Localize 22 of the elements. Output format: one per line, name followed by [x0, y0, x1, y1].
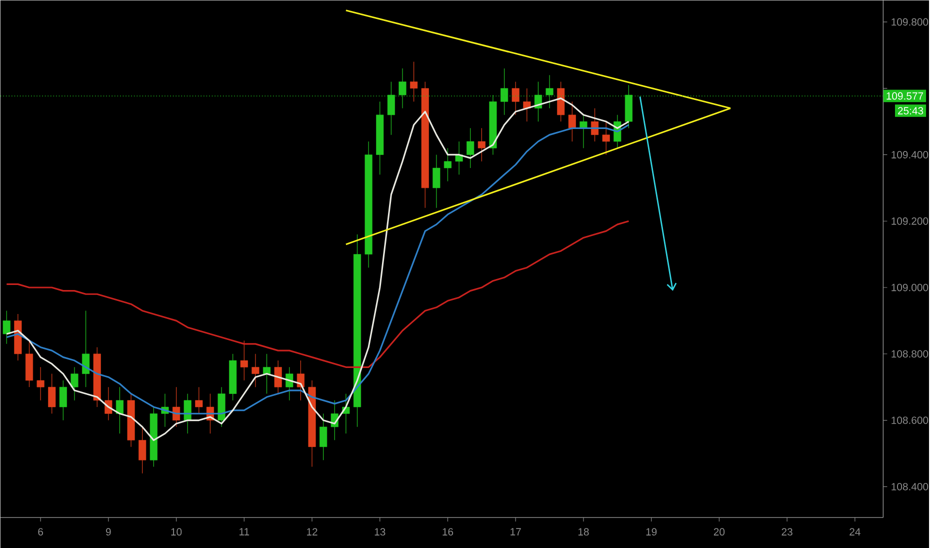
x-tick-label: 17 [510, 528, 521, 536]
y-tick-label: 108.600 [892, 416, 928, 424]
y-tick-label: 109.400 [892, 150, 928, 158]
x-tick-label: 18 [578, 528, 589, 536]
x-tick-label: 11 [240, 528, 250, 536]
x-tick-label: 13 [374, 528, 386, 536]
ref-line-label: 109.577 [886, 92, 924, 100]
x-tick-label: 9 [106, 528, 111, 536]
y-tick-label: 109.800 [892, 18, 928, 26]
x-tick-label: 12 [307, 528, 318, 536]
y-tick-label: 108.800 [892, 350, 928, 358]
x-tick-label: 24 [850, 528, 860, 536]
x-tick-label: 10 [171, 528, 182, 536]
x-tick-label: 16 [442, 528, 454, 536]
x-tick-label: 6 [38, 528, 43, 536]
x-tick-label: 23 [782, 528, 792, 536]
text: 25:43 [898, 106, 924, 114]
y-tick-label: 108.400 [892, 482, 928, 490]
y-tick-label: 109.200 [892, 217, 928, 225]
x-tick-label: 19 [646, 528, 657, 536]
x-tick-label: 20 [714, 528, 725, 536]
y-tick-label: 109.000 [892, 284, 928, 291]
